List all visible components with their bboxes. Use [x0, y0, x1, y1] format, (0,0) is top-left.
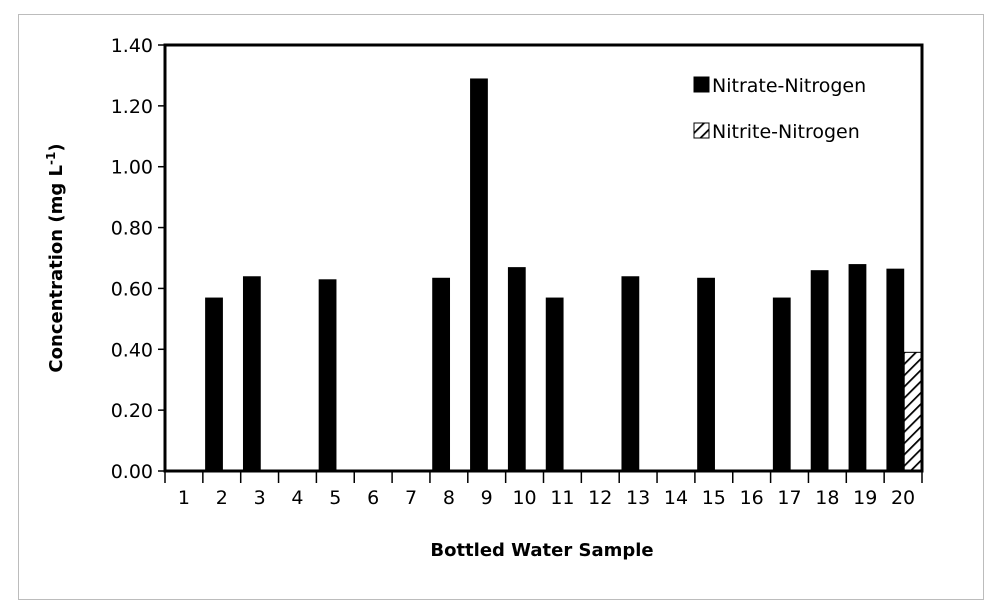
x-tick-label: 3 — [254, 487, 266, 509]
bar-nitrate-sample-17 — [772, 297, 791, 471]
x-tick-label: 16 — [740, 487, 764, 509]
y-tick-label: 0.60 — [111, 278, 153, 300]
bar-nitrate-sample-5 — [318, 279, 337, 471]
y-axis-title-main: Concentration (mg L — [46, 165, 67, 373]
legend-label-nitrate: Nitrate-Nitrogen — [712, 75, 866, 97]
plot-area-border — [163, 43, 924, 473]
bar-nitrate-sample-3 — [242, 276, 261, 471]
x-tick-label: 13 — [626, 487, 650, 509]
x-tick-label: 7 — [405, 487, 417, 509]
y-tick-label: 0.20 — [111, 400, 153, 422]
x-axis-ticks: 1 2 3 4 5 6 7 8 9 10 11 12 13 14 15 16 17 18 19 20 — [164, 471, 923, 509]
bar-nitrate-sample-11 — [545, 297, 564, 471]
y-tick-label: 0.00 — [111, 461, 153, 483]
x-tick-label: 19 — [853, 487, 877, 509]
legend-label-nitrite: Nitrite-Nitrogen — [712, 121, 860, 143]
x-tick-label: 12 — [588, 487, 612, 509]
y-tick-label: 0.80 — [111, 218, 153, 240]
bar-nitrate-sample-19 — [848, 264, 867, 471]
bar-nitrate-sample-15 — [697, 277, 715, 471]
legend-swatch-nitrite — [693, 122, 710, 139]
bar-nitrate-sample-13 — [621, 276, 640, 471]
x-tick-label: 18 — [815, 487, 839, 509]
x-tick-label: 9 — [481, 487, 493, 509]
legend: Nitrate-Nitrogen Nitrite-Nitrogen — [693, 75, 866, 143]
bar-nitrate-sample-9 — [470, 78, 488, 471]
bar-nitrate-sample-10 — [507, 267, 526, 471]
bar-nitrate-sample-20 — [886, 268, 905, 471]
x-tick-label: 14 — [664, 487, 688, 509]
bars-layer — [205, 78, 923, 472]
x-tick-label: 5 — [329, 487, 341, 509]
y-axis-title: Concentration (mg L-1) — [44, 143, 67, 372]
bar-nitrate-sample-18 — [810, 270, 829, 471]
bar-nitrite-sample-20 — [903, 351, 923, 472]
x-tick-label: 4 — [291, 487, 303, 509]
y-tick-label: 0.40 — [111, 339, 153, 361]
y-tick-label: 1.40 — [111, 35, 153, 57]
x-axis-title: Bottled Water Sample — [430, 540, 653, 561]
bar-nitrate-sample-2 — [205, 297, 223, 471]
x-tick-label: 15 — [702, 487, 726, 509]
x-tick-label: 10 — [512, 487, 536, 509]
bar-nitrate-sample-8 — [432, 277, 451, 471]
y-axis-ticks: 0.00 0.20 0.40 0.60 0.80 1.00 1.20 1.40 — [111, 35, 165, 483]
x-tick-label: 8 — [443, 487, 455, 509]
y-axis-title-close: ) — [46, 143, 67, 151]
x-tick-label: 20 — [891, 487, 915, 509]
y-tick-label: 1.20 — [111, 96, 153, 118]
x-tick-label: 2 — [216, 487, 228, 509]
y-axis-title-superscript: -1 — [44, 152, 58, 165]
legend-swatch-nitrate — [693, 76, 710, 93]
x-tick-label: 1 — [178, 487, 190, 509]
x-tick-label: 6 — [367, 487, 379, 509]
x-tick-label: 11 — [550, 487, 574, 509]
x-tick-label: 17 — [777, 487, 801, 509]
y-tick-label: 1.00 — [111, 157, 153, 179]
